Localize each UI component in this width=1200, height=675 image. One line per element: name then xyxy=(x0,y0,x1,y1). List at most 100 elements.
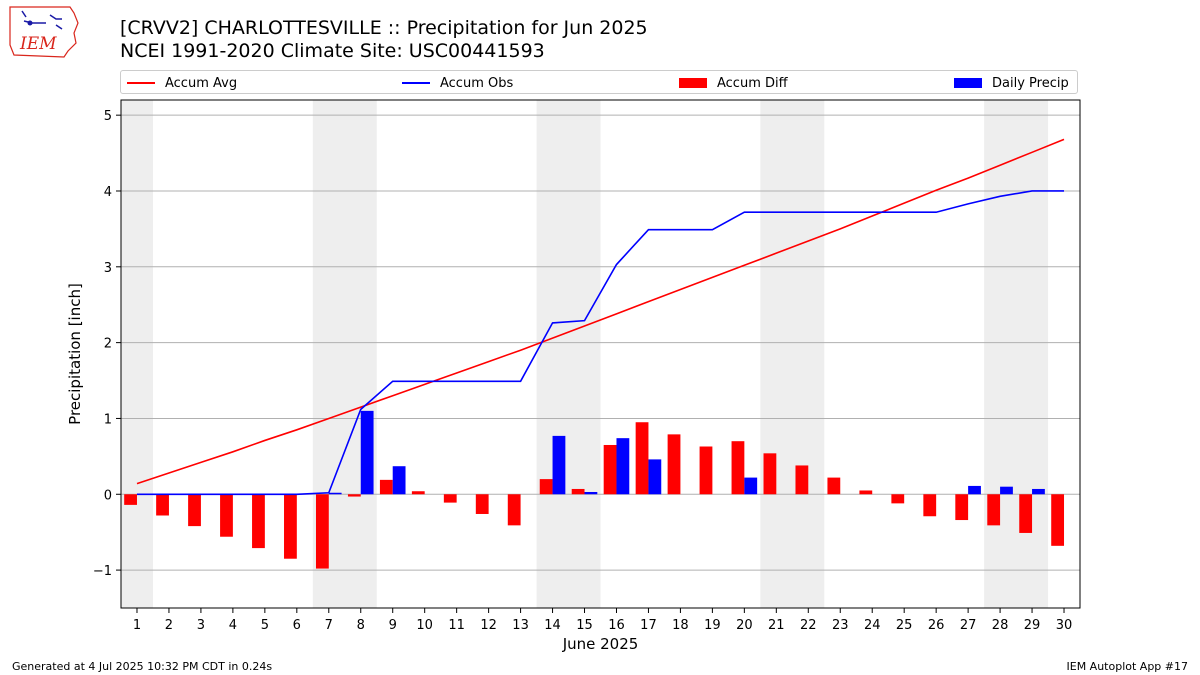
xtick-label-19: 19 xyxy=(704,618,721,633)
xtick-label-12: 12 xyxy=(480,618,497,633)
bar-accum-diff-21 xyxy=(763,453,777,495)
iowa-state-map-icon xyxy=(9,6,79,58)
bar-accum-diff-17 xyxy=(635,422,649,495)
legend-label-accum-obs: Accum Obs xyxy=(440,75,514,91)
xtick-label-21: 21 xyxy=(768,618,785,633)
xtick-label-20: 20 xyxy=(736,618,753,633)
bar-accum-diff-8 xyxy=(347,494,361,497)
xtick-label-3: 3 xyxy=(197,618,205,633)
xtick-label-24: 24 xyxy=(864,618,881,633)
line-accum-avg xyxy=(136,138,1065,485)
legend-swatch-accum-obs xyxy=(402,82,430,84)
xtick-label-29: 29 xyxy=(1024,618,1041,633)
xtick-label-10: 10 xyxy=(416,618,433,633)
xtick-label-7: 7 xyxy=(325,618,333,633)
bar-accum-diff-23 xyxy=(827,477,841,495)
ytick-label-6: 5 xyxy=(104,109,112,124)
bar-daily-precip-28 xyxy=(1000,486,1013,495)
ytick-label-0: −1 xyxy=(93,564,112,579)
xtick-label-11: 11 xyxy=(448,618,465,633)
bar-accum-diff-19 xyxy=(699,446,713,495)
chart-subtitle: NCEI 1991-2020 Climate Site: USC00441593 xyxy=(120,40,545,62)
bar-accum-diff-9 xyxy=(379,479,393,495)
bar-accum-diff-15 xyxy=(571,488,585,495)
bar-accum-diff-4 xyxy=(220,494,233,537)
bar-daily-precip-7 xyxy=(328,492,342,495)
iem-logo: IEM xyxy=(9,6,79,58)
legend-swatch-daily-precip xyxy=(954,78,982,88)
xtick-label-16: 16 xyxy=(608,618,625,633)
bar-daily-precip-15 xyxy=(584,491,598,495)
bar-daily-precip-20 xyxy=(744,477,758,495)
y-axis-label: Precipitation [inch] xyxy=(66,283,84,425)
bar-accum-diff-1 xyxy=(124,494,137,505)
legend-swatch-accum-diff xyxy=(679,78,707,88)
bar-accum-diff-18 xyxy=(667,434,681,495)
xtick-label-8: 8 xyxy=(357,618,365,633)
xtick-label-26: 26 xyxy=(928,618,945,633)
bar-accum-diff-27 xyxy=(955,494,969,521)
ytick-label-1: 0 xyxy=(104,488,112,503)
ytick-label-2: 1 xyxy=(104,412,112,427)
chart-title: [CRVV2] CHARLOTTESVILLE :: Precipitation… xyxy=(120,17,648,39)
xtick-label-28: 28 xyxy=(992,618,1009,633)
xtick-label-6: 6 xyxy=(293,618,301,633)
ytick-label-4: 3 xyxy=(104,261,112,276)
bar-accum-diff-30 xyxy=(1051,494,1065,546)
bar-daily-precip-9 xyxy=(392,466,406,495)
ytick-label-3: 2 xyxy=(104,337,112,352)
bar-accum-diff-29 xyxy=(1019,494,1033,533)
bar-accum-diff-11 xyxy=(443,494,457,503)
bar-accum-diff-14 xyxy=(539,479,553,495)
bar-accum-diff-24 xyxy=(859,490,873,495)
xtick-label-25: 25 xyxy=(896,618,913,633)
bar-accum-diff-7 xyxy=(315,494,329,569)
bar-accum-diff-25 xyxy=(891,494,905,504)
xtick-label-1: 1 xyxy=(133,618,141,633)
bar-accum-diff-3 xyxy=(188,494,201,527)
xtick-label-13: 13 xyxy=(512,618,529,633)
bar-accum-diff-5 xyxy=(252,494,265,549)
legend-label-accum-avg: Accum Avg xyxy=(165,75,238,91)
bar-daily-precip-8 xyxy=(360,410,374,495)
chart-legend: Accum Avg Accum Obs Accum Diff Daily Pre… xyxy=(120,70,1078,94)
weekend-shade-2 xyxy=(536,100,601,608)
bar-accum-diff-26 xyxy=(923,494,937,517)
legend-label-accum-diff: Accum Diff xyxy=(717,75,788,91)
plot-frame xyxy=(120,99,1081,609)
bar-daily-precip-17 xyxy=(648,459,662,495)
legend-swatch-accum-avg xyxy=(127,82,155,84)
xtick-label-27: 27 xyxy=(960,618,977,633)
bar-accum-diff-13 xyxy=(507,494,521,526)
legend-label-daily-precip: Daily Precip xyxy=(992,75,1069,91)
xtick-label-2: 2 xyxy=(165,618,173,633)
xtick-label-9: 9 xyxy=(389,618,397,633)
bar-accum-diff-20 xyxy=(731,441,745,495)
xtick-label-4: 4 xyxy=(229,618,237,633)
xtick-label-30: 30 xyxy=(1056,618,1073,633)
xtick-label-23: 23 xyxy=(832,618,849,633)
legend-item-accum-obs: Accum Obs xyxy=(402,71,513,95)
ytick-label-5: 4 xyxy=(104,185,112,200)
bar-daily-precip-27 xyxy=(968,485,981,495)
xtick-label-5: 5 xyxy=(261,618,269,633)
bar-daily-precip-14 xyxy=(552,435,566,495)
x-axis-label: June 2025 xyxy=(562,635,639,653)
xtick-label-15: 15 xyxy=(576,618,593,633)
weekend-shade-0 xyxy=(121,100,153,608)
legend-item-accum-avg: Accum Avg xyxy=(127,71,237,95)
xtick-label-18: 18 xyxy=(672,618,689,633)
bar-accum-diff-10 xyxy=(411,491,425,495)
xtick-label-17: 17 xyxy=(640,618,657,633)
weekend-shade-4 xyxy=(984,100,1049,608)
legend-item-accum-diff: Accum Diff xyxy=(679,71,788,95)
xtick-label-14: 14 xyxy=(544,618,561,633)
legend-item-daily-precip: Daily Precip xyxy=(954,71,1069,95)
bar-accum-diff-6 xyxy=(284,494,297,559)
line-accum-obs xyxy=(136,190,1065,496)
bar-accum-diff-16 xyxy=(603,444,617,495)
footer-generated: Generated at 4 Jul 2025 10:32 PM CDT in … xyxy=(12,660,273,673)
bar-daily-precip-16 xyxy=(616,438,630,495)
logo-text: IEM xyxy=(19,34,57,54)
